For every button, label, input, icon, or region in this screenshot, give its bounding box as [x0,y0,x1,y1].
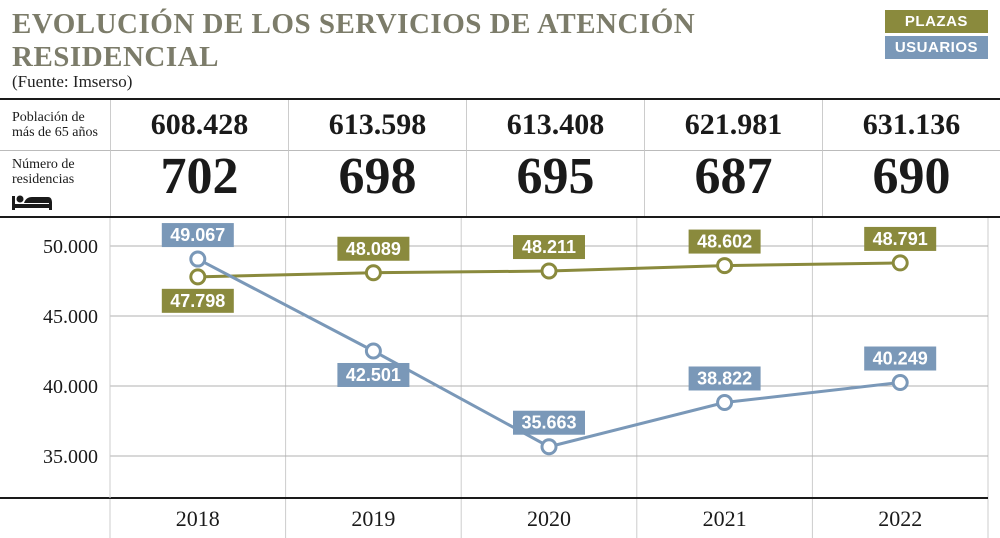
residences-label: Número de residencias [0,151,110,216]
page-title: EVOLUCIÓN DE LOS SERVICIOS DE ATENCIÓN R… [12,8,885,74]
population-cell: 608.428 [110,100,288,151]
chart-svg: 35.000 40.000 45.000 50.000 2018 2019 2020 2021… [0,218,1000,538]
residences-cell: 695 [466,151,644,216]
population-cell: 631.136 [822,100,1000,151]
svg-text:42.501: 42.501 [346,365,401,385]
header: EVOLUCIÓN DE LOS SERVICIOS DE ATENCIÓN R… [0,0,1000,92]
population-cell: 613.598 [288,100,466,151]
svg-text:2019: 2019 [351,506,395,531]
svg-text:45.000: 45.000 [43,306,98,328]
population-label-line1: Población de [12,110,104,125]
svg-text:2020: 2020 [527,506,571,531]
population-label-line2: más de 65 años [12,125,104,140]
svg-text:49.067: 49.067 [170,225,225,245]
svg-text:48.211: 48.211 [522,237,576,257]
legend-plazas: PLAZAS [885,10,988,33]
bed-icon [12,192,52,210]
population-cell: 613.408 [466,100,644,151]
svg-text:40.000: 40.000 [43,376,98,398]
residences-cell: 702 [110,151,288,216]
data-grid: Población de más de 65 años 608.428 613.… [0,98,1000,216]
residences-cell: 687 [644,151,822,216]
svg-text:35.000: 35.000 [43,446,98,468]
residences-cell: 690 [822,151,1000,216]
population-label: Población de más de 65 años [0,100,110,151]
svg-text:35.663: 35.663 [521,412,576,432]
infographic-container: EVOLUCIÓN DE LOS SERVICIOS DE ATENCIÓN R… [0,0,1000,518]
svg-text:48.791: 48.791 [873,229,928,249]
svg-text:38.822: 38.822 [697,368,752,388]
legend-usuarios: USUARIOS [885,36,988,59]
svg-text:2021: 2021 [703,506,747,531]
svg-text:2018: 2018 [176,506,220,531]
residences-label-line2: residencias [12,172,104,187]
svg-text:47.798: 47.798 [170,291,225,311]
population-cell: 621.981 [644,100,822,151]
source-label: (Fuente: Imserso) [12,72,885,92]
svg-text:48.089: 48.089 [346,239,401,259]
line-chart: 35.000 40.000 45.000 50.000 2018 2019 2020 2021… [0,216,1000,536]
title-block: EVOLUCIÓN DE LOS SERVICIOS DE ATENCIÓN R… [12,8,885,92]
svg-text:2022: 2022 [878,506,922,531]
svg-text:40.249: 40.249 [873,348,928,368]
residences-label-line1: Número de [12,157,104,172]
svg-text:48.602: 48.602 [697,231,752,251]
svg-text:50.000: 50.000 [43,236,98,258]
residences-cell: 698 [288,151,466,216]
legend: PLAZAS USUARIOS [885,10,988,59]
